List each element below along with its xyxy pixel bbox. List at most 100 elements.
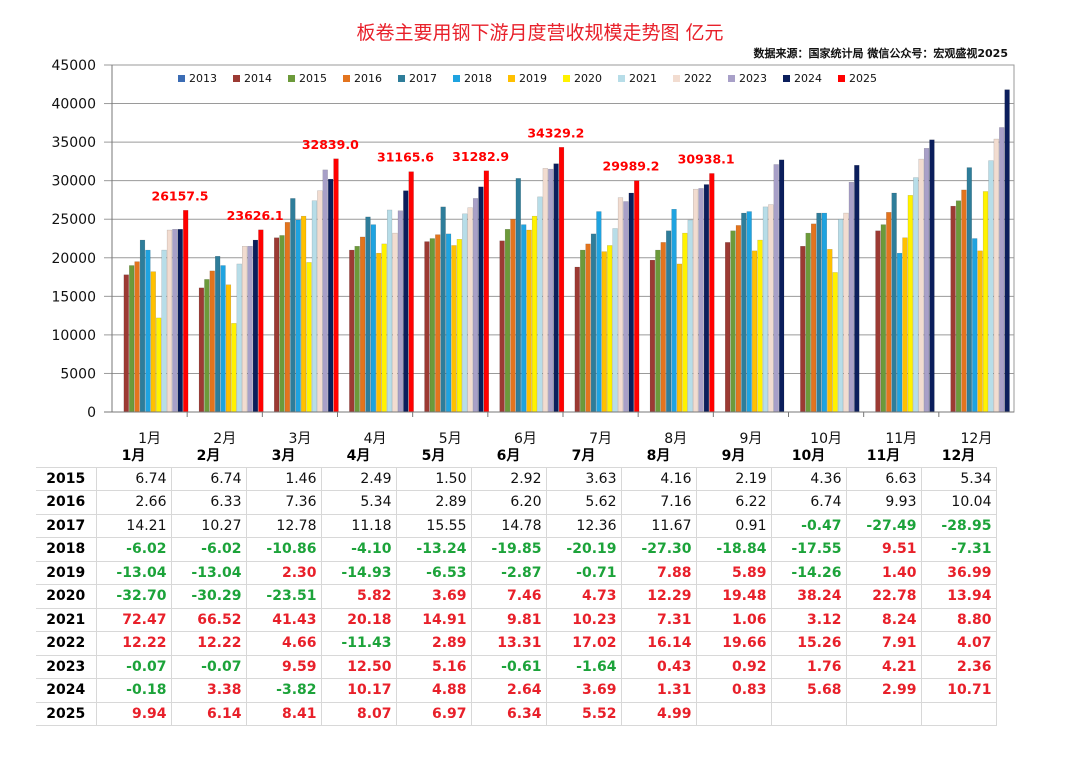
bar-chart: 26157.5 23626.1 32839.0 31165.6 31282.9 34329…	[51, 58, 1015, 445]
row-year: 2018	[36, 537, 97, 562]
table-cell: 2.66	[95, 490, 172, 515]
table-cell: 4.36	[770, 466, 847, 491]
bar-2022-7月	[617, 197, 624, 413]
table-cell: 8.80	[920, 607, 997, 632]
table-cell: 4.07	[920, 631, 997, 656]
bar-2018-12月	[972, 238, 978, 413]
bar-2024-6月	[553, 163, 559, 413]
table-cell: 7.31	[620, 607, 697, 632]
table-cell: 12.29	[620, 584, 697, 609]
bar-2020-9月	[757, 239, 763, 413]
bar-2017-3月	[290, 198, 296, 413]
bar-2014-9月	[725, 242, 731, 413]
bar-2015-10月	[805, 232, 811, 413]
table-cell: 6.74	[770, 490, 847, 515]
data-source-note: 数据来源：国家统计局 微信公众号：宏观盛视2025	[753, 47, 1008, 60]
legend-swatch-2016	[343, 75, 350, 82]
table-cell: -6.53	[395, 560, 472, 585]
table-row: 2017 14.21 10.27 12.78 11.18 15.55 14.78 12.36 1…	[36, 513, 997, 538]
legend-label-2024: 2024	[794, 72, 822, 85]
table-cell: -0.18	[95, 678, 172, 703]
table-cell: -30.29	[170, 584, 247, 609]
table-cell: 8.24	[845, 607, 922, 632]
table-cell: 7.36	[245, 490, 322, 515]
table-cell: 4.66	[245, 631, 322, 656]
bar-2015-5月	[429, 238, 435, 413]
table-header: 5月	[421, 448, 446, 465]
bar-2025-1月	[183, 210, 189, 413]
bar-2015-9月	[730, 230, 736, 413]
bar-2015-11月	[880, 224, 886, 413]
bar-2017-10月	[816, 212, 822, 413]
bar-2021-9月	[762, 206, 769, 413]
table-cell: -1.64	[545, 654, 622, 679]
bar-2016-9月	[735, 225, 742, 413]
table-row: 2025 9.94 6.14 8.41 8.07 6.97 6.34 5.52 4.99	[36, 701, 997, 726]
bar-2017-11月	[891, 192, 897, 413]
table-cell: 3.63	[545, 466, 622, 491]
table-cell: 6.74	[95, 466, 172, 491]
table-cell: 10.23	[545, 607, 622, 632]
bar-2014-8月	[649, 259, 656, 413]
bar-2023-12月	[999, 127, 1005, 413]
table-row: 2020 -32.70 -30.29 -23.51 5.82 3.69 7.46 4.73 12…	[36, 584, 997, 609]
table-cell: 9.81	[470, 607, 547, 632]
table-cell: 15.55	[395, 513, 472, 538]
table-cell: 7.88	[620, 560, 697, 585]
bar-2022-2月	[242, 246, 248, 413]
legend-swatch-2021	[618, 75, 625, 82]
bar-2018-9月	[746, 211, 752, 413]
table-cell: -14.93	[320, 560, 397, 585]
table-row: 2018 -6.02 -6.02 -10.86 -4.10 -13.24 -19.85 -20…	[36, 537, 997, 562]
table-row: 2016 2.66 6.33 7.36 5.34 2.89 6.20 5.62 7.16 6.22…	[36, 490, 997, 515]
data-label-2025: 23626.1	[227, 208, 284, 223]
table-cell: 1.76	[770, 654, 847, 679]
table-cell: 5.16	[395, 654, 472, 679]
bar-2023-9月	[773, 164, 779, 413]
table-cell: 0.43	[620, 654, 697, 679]
bar-2018-7月	[596, 211, 602, 413]
bar-2021-6月	[537, 196, 543, 413]
table-row: 2021 72.47 66.52 41.43 20.18 14.91 9.81 10.23 7.…	[36, 607, 997, 632]
data-label-2025: 31282.9	[452, 149, 509, 164]
row-year: 2017	[36, 513, 97, 538]
bar-2017-12月	[966, 167, 972, 413]
table-cell: 2.89	[395, 631, 472, 656]
legend-swatch-2025	[838, 75, 845, 82]
bar-2020-3月	[306, 262, 312, 413]
bar-2016-3月	[284, 222, 291, 413]
legend-label-2019: 2019	[519, 72, 547, 85]
legend-swatch-2020	[563, 75, 570, 82]
x-tick-label: 7月	[589, 431, 612, 445]
data-label-2025: 26157.5	[152, 188, 209, 203]
bar-2021-2月	[236, 263, 242, 413]
table-cell: 22.78	[845, 584, 922, 609]
bar-2019-4月	[376, 252, 382, 413]
bar-2023-4月	[397, 210, 403, 413]
table-cell: 66.52	[170, 607, 247, 632]
table-cell: 7.46	[470, 584, 547, 609]
table-cell: 1.31	[620, 678, 697, 703]
table-cell: -6.02	[95, 537, 172, 562]
bar-2025-5月	[483, 170, 489, 413]
bar-2021-7月	[612, 228, 618, 413]
table-cell: -6.02	[170, 537, 247, 562]
bar-2021-3月	[311, 200, 318, 413]
bar-2023-3月	[322, 169, 328, 413]
x-tick-label: 4月	[364, 431, 387, 445]
table-cell: -0.61	[470, 654, 547, 679]
table-cell: -28.95	[920, 513, 997, 538]
bar-2014-6月	[499, 240, 505, 413]
row-year: 2022	[36, 631, 97, 656]
row-year: 2024	[36, 678, 97, 703]
bar-2018-5月	[445, 233, 452, 413]
table-header: 6月	[496, 448, 521, 465]
bar-2024-12月	[1004, 89, 1010, 413]
bar-2016-1月	[134, 261, 140, 413]
bar-2014-12月	[950, 205, 956, 413]
legend-label-2017: 2017	[409, 72, 437, 85]
table-cell: 0.83	[695, 678, 772, 703]
table-cell: 1.06	[695, 607, 772, 632]
bar-2014-2月	[198, 287, 205, 413]
table-cell: 1.40	[845, 560, 922, 585]
